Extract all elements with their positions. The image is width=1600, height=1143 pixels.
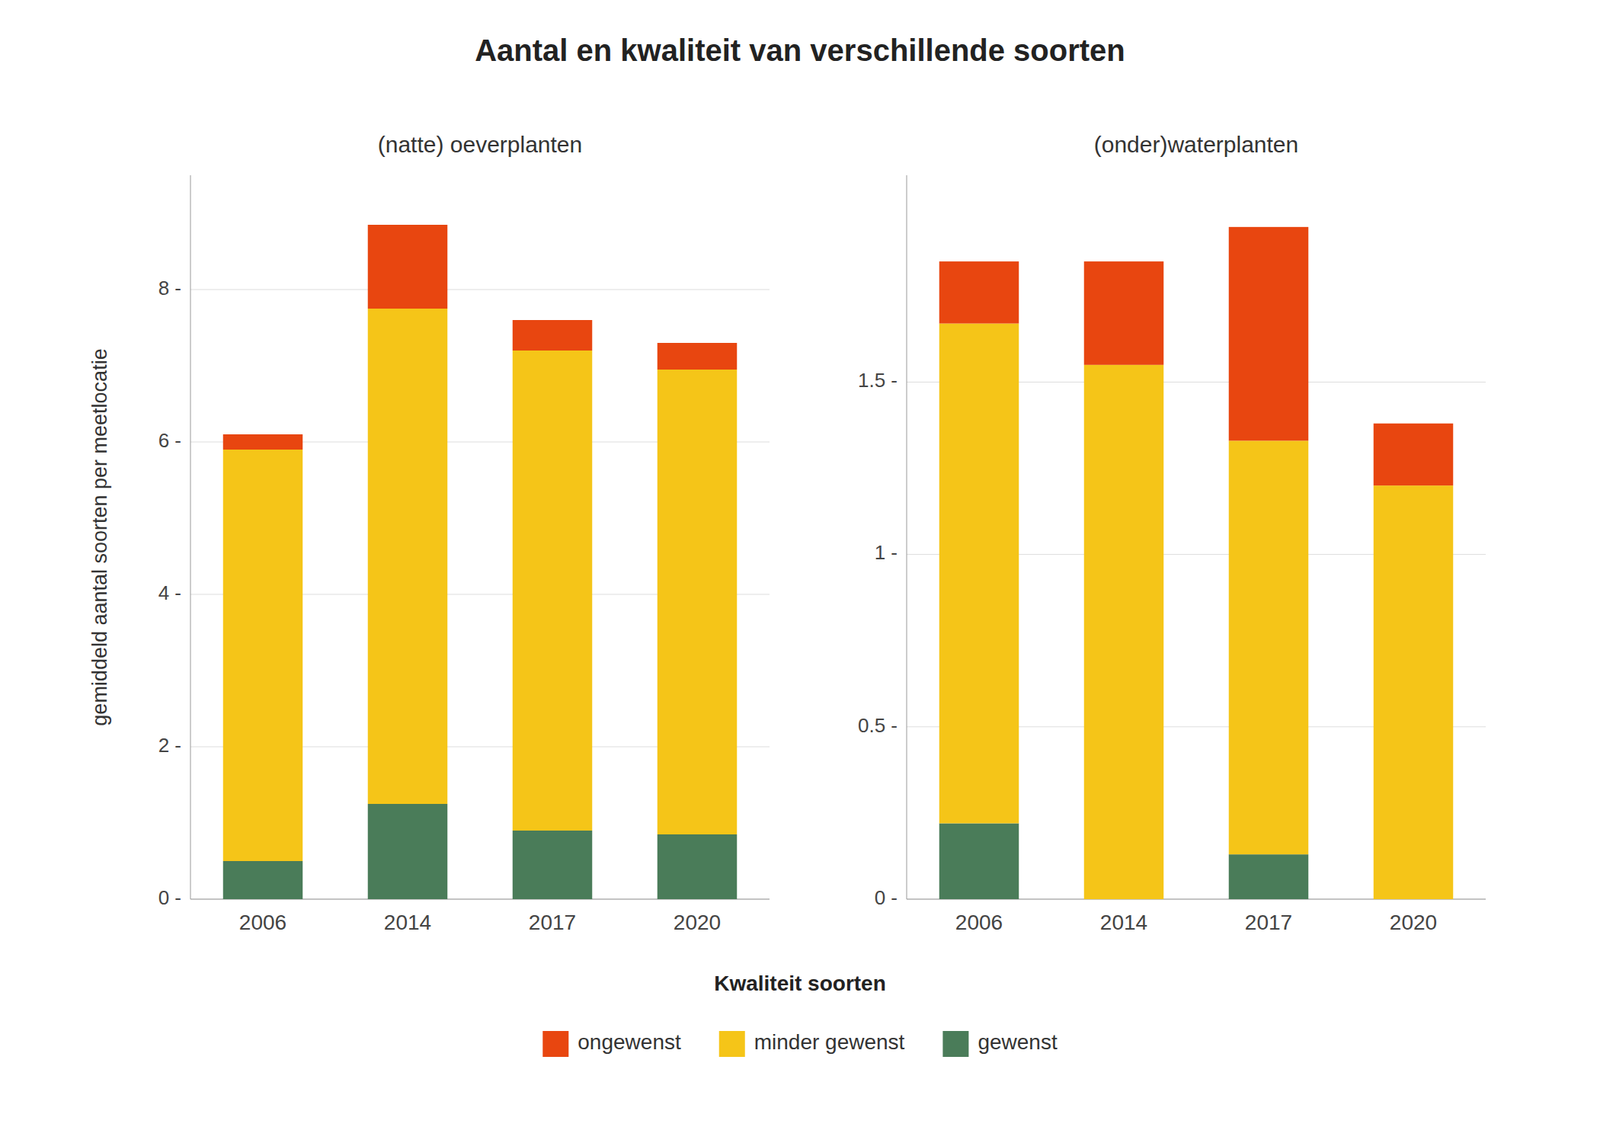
bar-segment: ongewenst [512, 320, 593, 351]
bar-segment: gewenst [1228, 854, 1309, 900]
y-axis-line [906, 175, 908, 900]
subtitle: (onder)waterplanten [1094, 131, 1300, 157]
legend-title: Kwaliteit soorten [713, 971, 887, 996]
legend-label: ongewenst [577, 1030, 682, 1054]
legend-label: minder gewenst [754, 1030, 906, 1054]
legend-swatch [719, 1030, 746, 1057]
x-tick-label: 2014 [1100, 910, 1148, 935]
y-axis-label: gemiddeld aantal soorten per meetlocatie [88, 348, 112, 726]
y-tick-label: 8 - [158, 276, 182, 300]
bars: gewenstminder gewenstongewenstgewenstmin… [223, 224, 738, 900]
grid-line [190, 289, 770, 291]
x-tick-label: 2020 [673, 910, 721, 935]
bar-segment: ongewenst [939, 261, 1020, 324]
x-tick-label: 2017 [528, 910, 576, 935]
legend: Kwaliteit soorten ongewenst minder gewenst… [542, 971, 1058, 1057]
y-tick-label: 0 - [874, 886, 898, 909]
subtitle: (natte) oeverplanten [377, 131, 583, 157]
bar-segment: minder gewenst [368, 308, 448, 804]
y-tick-label: 0 - [158, 886, 182, 909]
x-tick-label: 2017 [1244, 910, 1293, 935]
bar-segment: minder gewenst [657, 369, 738, 835]
y-tick-label: 4 - [158, 581, 182, 605]
bar-segment: ongewenst [1228, 227, 1309, 441]
bar-segment: minder gewenst [1084, 364, 1165, 900]
y-axis-line [190, 175, 192, 900]
x-tick-label: 2006 [239, 910, 287, 935]
legend-swatch [542, 1030, 569, 1057]
bar-segment: ongewenst [368, 224, 448, 309]
legend-item: ongewenst [542, 1030, 682, 1057]
panel: (onder)waterplanten 0 - 0.5 - 1 - 1.5 - gewen… [857, 131, 1486, 935]
legend-item: gewenst [942, 1030, 1058, 1057]
bar-segment: gewenst [223, 860, 304, 900]
y-tick-label: 0.5 - [857, 713, 898, 737]
legend-swatch [942, 1030, 969, 1057]
bars: gewenstminder gewenstongewenstgewenstmin… [939, 227, 1454, 900]
y-tick-label: 2 - [158, 733, 182, 757]
bar-segment: minder gewenst [1373, 485, 1454, 900]
x-tick-label: 2006 [955, 910, 1003, 935]
bar-segment: gewenst [368, 803, 448, 900]
y-tick-label: 1 - [874, 540, 898, 564]
chart-root: Aantal en kwaliteit van verschillende so… [0, 0, 1600, 1143]
x-tick-label: 2014 [384, 910, 432, 935]
bar-segment: minder gewenst [512, 350, 593, 831]
bar-segment: minder gewenst [1228, 440, 1309, 855]
y-tick-label: 6 - [158, 428, 182, 452]
title: Aantal en kwaliteit van verschillende so… [474, 33, 1126, 68]
bar-segment: minder gewenst [223, 449, 304, 861]
bar-segment: ongewenst [223, 434, 304, 450]
background [0, 0, 1600, 1143]
bar-segment: gewenst [939, 822, 1020, 900]
bar-segment: minder gewenst [939, 323, 1020, 824]
y-tick-label: 1.5 - [857, 368, 898, 392]
legend-item: minder gewenst [719, 1030, 906, 1057]
bar-segment: ongewenst [1373, 423, 1454, 486]
panel: (natte) oeverplanten 0 - 2 - 4 - 6 - 8 - gewen… [88, 131, 770, 935]
bar-segment: ongewenst [1084, 261, 1165, 365]
bar-segment: gewenst [657, 834, 738, 900]
bar-segment: ongewenst [657, 342, 738, 370]
legend-label: gewenst [977, 1030, 1058, 1054]
bar-segment: gewenst [512, 830, 593, 900]
x-tick-label: 2020 [1389, 910, 1437, 935]
